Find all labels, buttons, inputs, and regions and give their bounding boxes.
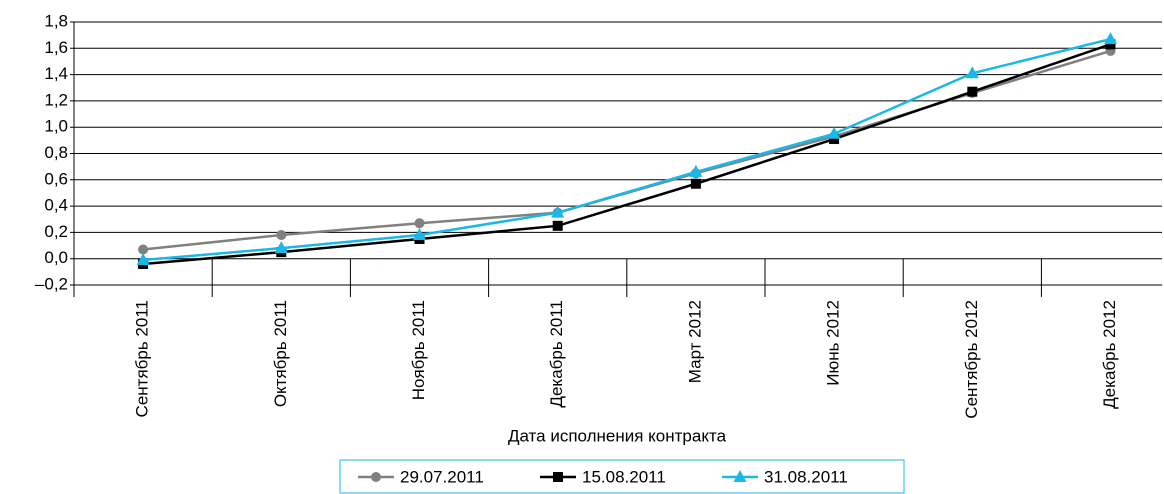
marker — [1105, 39, 1116, 50]
marker — [689, 164, 703, 177]
legend-label: 29.07.2011 — [400, 467, 484, 486]
legend-box — [339, 459, 905, 494]
x-tick-label: Ноябрь 2011 — [409, 300, 428, 400]
y-tick-label: 1,6 — [44, 38, 68, 57]
marker — [1104, 32, 1117, 45]
x-tick-label: Сентябрь 2012 — [962, 300, 981, 419]
marker — [690, 178, 701, 189]
marker — [413, 228, 426, 241]
marker — [136, 253, 150, 266]
series-line — [142, 49, 1111, 251]
y-tick-label: 1,8 — [44, 11, 68, 30]
y-tick-label: 0,6 — [44, 169, 68, 188]
marker — [965, 66, 979, 79]
marker — [414, 218, 425, 229]
legend-item: 15.08.2011 — [540, 467, 666, 486]
marker — [967, 86, 978, 97]
y-tick-label: 0,8 — [44, 143, 68, 162]
y-tick-label: 1,0 — [44, 117, 68, 136]
marker — [276, 230, 287, 241]
x-tick-label: Октябрь 2011 — [271, 300, 290, 407]
legend-label: 31.08.2011 — [764, 467, 848, 486]
x-tick-label: Март 2012 — [685, 300, 704, 383]
marker — [551, 205, 565, 218]
marker — [274, 241, 288, 254]
y-tick-label: 0,0 — [44, 248, 68, 267]
marker — [829, 134, 840, 145]
y-tick-label: 1,2 — [44, 90, 68, 109]
marker — [553, 472, 563, 482]
x-tick-label: Сентябрь 2011 — [133, 300, 152, 417]
y-tick-label: –0,2 — [35, 274, 68, 293]
marker — [733, 470, 747, 482]
marker — [371, 472, 381, 482]
x-tick-label: Декабрь 2011 — [547, 300, 566, 408]
marker — [138, 244, 149, 255]
y-tick-label: 1,4 — [44, 64, 68, 83]
legend-label: 15.08.2011 — [582, 467, 666, 486]
y-tick-label: 0,4 — [44, 196, 68, 215]
y-tick-label: 0,2 — [44, 222, 68, 241]
marker — [827, 126, 841, 139]
legend-item: 29.07.2011 — [358, 467, 484, 486]
x-tick-label: Июнь 2012 — [824, 300, 843, 386]
legend-item: 31.08.2011 — [722, 467, 848, 486]
series-line — [142, 37, 1111, 262]
x-axis-label: Дата исполнения контракта — [508, 426, 727, 445]
series-line — [142, 43, 1111, 266]
marker — [552, 220, 563, 231]
x-tick-label: Декабрь 2012 — [1100, 300, 1119, 409]
